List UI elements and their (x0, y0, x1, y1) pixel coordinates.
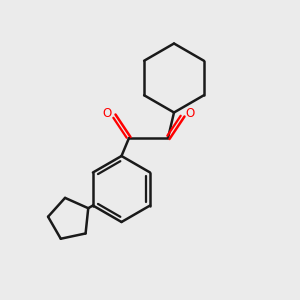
Text: O: O (103, 107, 112, 120)
Text: O: O (185, 107, 194, 120)
